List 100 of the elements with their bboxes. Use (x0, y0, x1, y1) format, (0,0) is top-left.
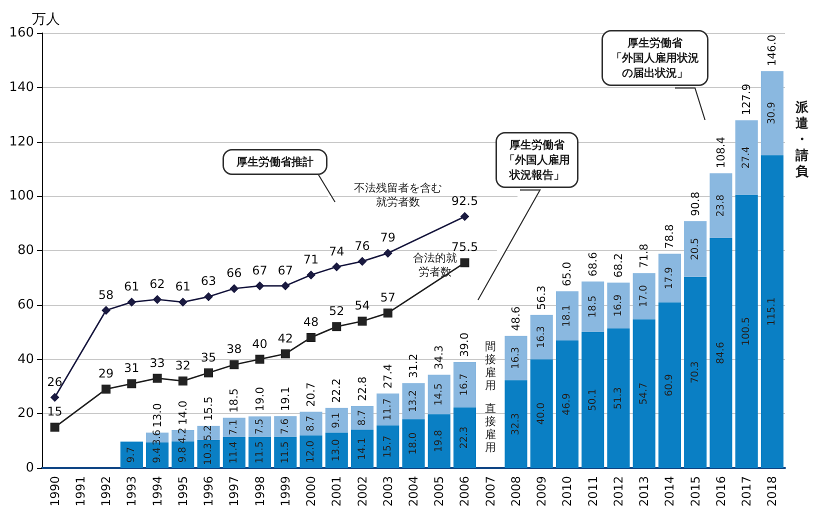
data-label: 11.5 (280, 441, 291, 464)
series-label: 直接雇用 (484, 402, 496, 454)
bar (402, 419, 425, 468)
data-label: 16.3 (510, 346, 522, 370)
bar (632, 319, 656, 468)
data-label: 15 (47, 404, 62, 419)
data-label: 26 (47, 374, 62, 389)
data-label: 57 (380, 290, 396, 305)
data-label: 5.2 (203, 424, 214, 441)
x-tick-label: 2016 (714, 476, 728, 507)
bar (453, 407, 476, 468)
total-label: 68.2 (612, 253, 625, 278)
bar (607, 282, 630, 329)
point (460, 212, 470, 222)
total-label: 34.3 (432, 345, 446, 370)
total-label: 48.6 (509, 306, 522, 331)
data-label: 4.2 (177, 428, 188, 444)
data-label: 61 (175, 280, 191, 294)
bar (376, 425, 400, 468)
data-label: 7.1 (228, 419, 240, 436)
data-label: 67 (252, 263, 268, 278)
bar (684, 221, 707, 277)
data-label: 16.7 (459, 374, 470, 396)
data-label: 7.5 (254, 418, 266, 434)
x-tick-label: 2017 (740, 476, 754, 507)
data-label: 58 (98, 288, 114, 302)
point (460, 258, 470, 268)
bar (556, 291, 578, 340)
data-label: 50.1 (587, 388, 598, 412)
y-tick-label: 20 (17, 406, 34, 422)
x-tick-label: 2014 (662, 476, 677, 507)
y-tick-label: 120 (9, 134, 34, 150)
x-tick-label: 2001 (330, 476, 344, 507)
bar (607, 328, 630, 468)
text: 派遣・請負 (794, 100, 810, 180)
data-label: 10.3 (203, 442, 214, 466)
x-tick-label: 2011 (586, 476, 600, 507)
data-label: 60.9 (664, 374, 676, 396)
x-tick-label: 1998 (252, 476, 267, 507)
data-label: 19.8 (434, 430, 445, 452)
bar (428, 414, 450, 468)
total-label: 14.0 (176, 400, 190, 425)
data-label: 92.5 (451, 194, 478, 208)
bar (735, 194, 758, 468)
y-axis-title: 万人 (32, 12, 60, 28)
data-label: 11.7 (382, 398, 394, 421)
point (332, 322, 342, 332)
x-tick-label: 2002 (355, 476, 370, 507)
point (230, 284, 239, 294)
point (102, 306, 111, 315)
total-label: 18.5 (228, 388, 241, 413)
x-tick-label: 2000 (304, 476, 318, 507)
data-label: 8.7 (306, 416, 317, 432)
x-tick-label: 1991 (73, 476, 88, 507)
data-label: 9.7 (126, 446, 138, 463)
data-label: 13.2 (408, 390, 419, 412)
point (255, 354, 264, 364)
point (152, 374, 162, 383)
bar (376, 394, 400, 426)
data-label: 31 (124, 361, 140, 376)
total-label: 65.0 (560, 262, 574, 286)
bar (582, 281, 604, 332)
y-tick-label: 100 (9, 188, 34, 204)
point (332, 262, 342, 272)
data-label: 52 (328, 304, 344, 318)
data-label: 84.6 (715, 342, 726, 364)
data-label: 51.3 (612, 387, 624, 410)
bar (530, 314, 553, 360)
data-label: 3.6 (152, 430, 163, 446)
point (306, 270, 316, 280)
x-tick-label: 2003 (380, 476, 395, 507)
data-label: 9.4 (152, 447, 163, 464)
point (178, 298, 188, 307)
x-tick-label: 2015 (688, 476, 702, 507)
data-label: 46.9 (562, 393, 573, 416)
data-label: 16.9 (612, 294, 624, 317)
x-tick-label: 2010 (560, 476, 574, 507)
point (152, 294, 162, 304)
bar (350, 406, 374, 430)
bar (222, 437, 246, 468)
data-label: 30.9 (766, 102, 778, 124)
data-label: 9.1 (331, 412, 342, 428)
total-label: 78.8 (663, 224, 676, 249)
data-label: 42 (278, 331, 294, 346)
data-label: 18.5 (587, 296, 598, 318)
data-label: 29 (98, 366, 114, 381)
data-label: 70.3 (690, 361, 701, 384)
data-label: 61 (124, 280, 140, 294)
data-label: 48 (303, 315, 319, 329)
point (383, 308, 392, 318)
data-label: 17.9 (664, 266, 676, 290)
y-tick-label: 140 (9, 80, 34, 95)
bar (453, 362, 476, 408)
data-label: 12.0 (306, 440, 317, 463)
total-label: 56.3 (535, 285, 548, 310)
bar (120, 442, 143, 468)
data-label: 74 (328, 244, 344, 258)
x-tick-label: 1993 (124, 476, 139, 507)
point (178, 376, 188, 386)
x-tick-label: 1990 (48, 476, 62, 507)
